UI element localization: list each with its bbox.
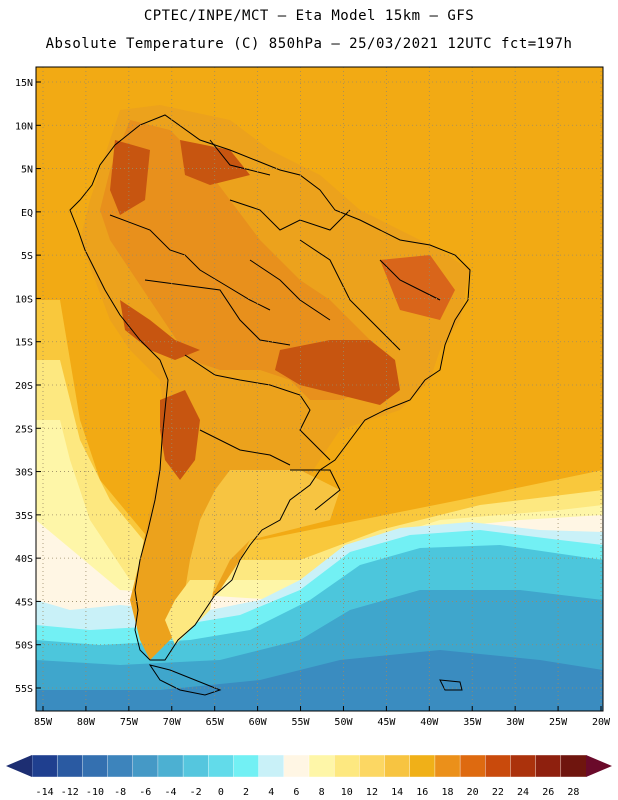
lon-label: 55W xyxy=(292,717,311,728)
colorbar-label: 12 xyxy=(366,787,378,798)
gridlines xyxy=(36,67,603,711)
lat-label: 15S xyxy=(15,338,33,349)
colorbar-segment xyxy=(409,754,436,778)
lon-label: 85W xyxy=(34,717,53,728)
colorbar-labels: -14 -12 -10 -8 -6 -4 -2 0 2 4 6 8 10 12 14 16 18 20 22 24 26… xyxy=(36,787,580,798)
colorbar-segment xyxy=(485,754,512,778)
colorbar-end-right xyxy=(586,755,612,777)
colorbar-segment xyxy=(560,754,587,778)
colorbar-segment xyxy=(107,754,134,778)
colorbar-segment xyxy=(459,754,486,778)
colorbar-segment xyxy=(132,754,159,778)
lat-label: 5N xyxy=(21,165,33,176)
field-band-neg8 xyxy=(36,650,603,711)
colorbar-label: -14 xyxy=(36,787,54,798)
colorbar-segment xyxy=(31,754,58,778)
field-land-12 xyxy=(165,580,215,645)
colorbar-end-left xyxy=(6,755,32,777)
colorbar-label: 4 xyxy=(268,787,274,798)
lat-label: 35S xyxy=(15,511,33,522)
colorbar-label: 26 xyxy=(542,787,554,798)
colorbar-label: 2 xyxy=(243,787,249,798)
colorbar-label: -12 xyxy=(61,787,79,798)
lon-label: 45W xyxy=(377,717,396,728)
lon-label: 35W xyxy=(463,717,482,728)
colorbar-label: -6 xyxy=(139,787,151,798)
colorbar-segment xyxy=(258,754,285,778)
colorbar-segment xyxy=(208,754,235,778)
lat-label: 20S xyxy=(15,381,33,392)
lat-label: 25S xyxy=(15,424,33,435)
colorbar-label: 18 xyxy=(441,787,453,798)
lat-label: 5S xyxy=(21,251,33,262)
colorbar-segment xyxy=(535,754,562,778)
colorbar-segment xyxy=(56,754,83,778)
colorbar-segment xyxy=(434,754,461,778)
colorbar-label: 16 xyxy=(416,787,428,798)
lon-label: 75W xyxy=(120,717,139,728)
lat-label: 15N xyxy=(15,78,33,89)
colorbar-segment xyxy=(359,754,386,778)
colorbar-label: -10 xyxy=(86,787,104,798)
lon-label: 25W xyxy=(549,717,568,728)
lat-labels: 15N 10N 5N EQ 5S 10S 15S 20S 25S 30S 35S 40S 45S 50S 5… xyxy=(15,78,41,695)
lat-label: 10S xyxy=(15,294,33,305)
lat-label: 55S xyxy=(15,684,33,695)
lon-label: 30W xyxy=(506,717,525,728)
colorbar-label: -8 xyxy=(114,787,126,798)
colorbar-label: 20 xyxy=(467,787,479,798)
lon-label: 65W xyxy=(206,717,225,728)
coastlines xyxy=(69,114,471,696)
colorbar-label: 24 xyxy=(517,787,529,798)
field-land-16 xyxy=(185,470,340,605)
field-land-22 xyxy=(100,120,380,400)
lat-label: 10N xyxy=(15,121,33,132)
hot-spot-northeast xyxy=(380,255,455,320)
colorbar-label: -4 xyxy=(164,787,176,798)
colorbar-segment xyxy=(308,754,335,778)
lon-label: 20W xyxy=(592,717,611,728)
lon-label: 60W xyxy=(249,717,268,728)
colorbar-label: 14 xyxy=(391,787,403,798)
colorbar-segment xyxy=(157,754,184,778)
title-line-1: CPTEC/INPE/MCT – Eta Model 15km – GFS xyxy=(143,8,475,24)
colorbar-label: -2 xyxy=(190,787,202,798)
colorbar-label: 0 xyxy=(218,787,224,798)
lon-labels: 85W 80W 75W 70W 65W 60W 55W 50W 45W 40W 35W 30W 25W 2… xyxy=(34,706,611,728)
colorbar-segment xyxy=(233,754,260,778)
lat-label: 40S xyxy=(15,554,33,565)
colorbar-label: 6 xyxy=(293,787,299,798)
map-frame xyxy=(35,66,604,712)
colorbar-label: 8 xyxy=(319,787,325,798)
lat-label: EQ xyxy=(21,208,33,219)
lon-label: 80W xyxy=(77,717,96,728)
colorbar-segment xyxy=(333,754,360,778)
hot-spot-brazil xyxy=(275,340,400,405)
hot-spot-colombia xyxy=(110,140,150,215)
lon-label: 70W xyxy=(163,717,182,728)
colorbar-segment xyxy=(182,754,209,778)
colorbar-segments xyxy=(31,754,587,778)
colorbar-segment xyxy=(510,754,537,778)
colorbar-label: 22 xyxy=(492,787,504,798)
temperature-field xyxy=(36,67,603,711)
hot-spot-venezuela xyxy=(180,140,250,185)
lat-label: 30S xyxy=(15,468,33,479)
colorbar-segment xyxy=(82,754,109,778)
lat-label: 50S xyxy=(15,641,33,652)
title-line-2: Absolute Temperature (C) 850hPa – 25/03/… xyxy=(45,36,573,52)
colorbar-label: 10 xyxy=(341,787,353,798)
colorbar-label: 28 xyxy=(567,787,579,798)
lon-label: 50W xyxy=(334,717,353,728)
hot-spot-andes-north xyxy=(120,300,200,360)
lat-label: 45S xyxy=(15,597,33,608)
colorbar-segment xyxy=(283,754,310,778)
hot-spot-andes-south xyxy=(160,390,200,480)
colorbar-segment xyxy=(384,754,411,778)
lon-label: 40W xyxy=(420,717,439,728)
